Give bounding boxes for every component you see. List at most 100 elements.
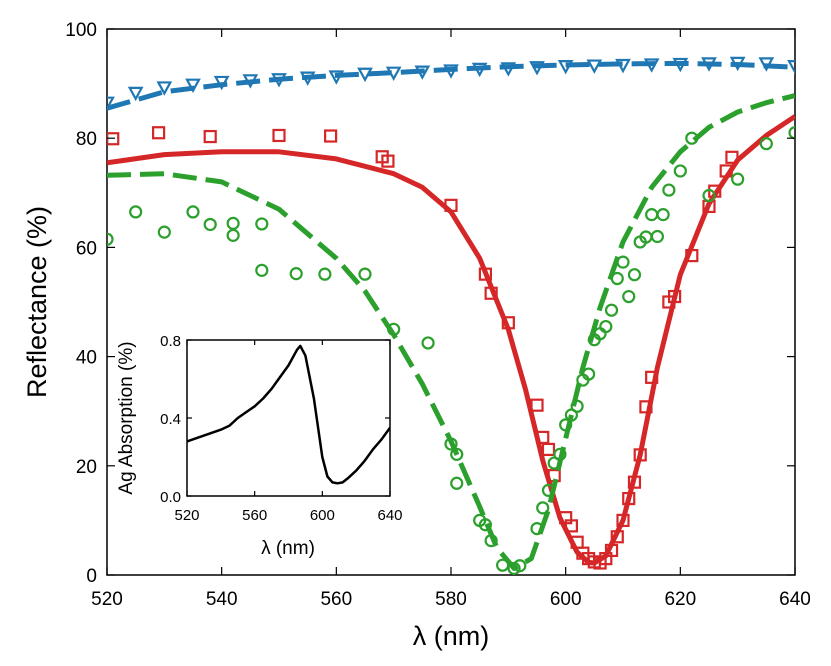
data-point-0-5-3	[186, 205, 200, 219]
data-point-0-5-7	[255, 217, 269, 231]
data-point-0-3-10	[501, 316, 515, 330]
data-point-0-5-45	[656, 208, 670, 222]
data-point-0-1-21	[701, 57, 717, 72]
data-point-0-5-20	[496, 558, 510, 572]
data-point-0-3-24	[610, 530, 624, 544]
data-point-0-1-1	[127, 86, 144, 102]
data-point-0-3-16	[564, 519, 579, 533]
data-point-0-1-11	[414, 65, 431, 80]
series-line-0-0	[107, 60, 795, 111]
x-tick-label-0-5: 620	[664, 589, 696, 610]
y-tick-label-0-5: 100	[65, 20, 97, 41]
data-point-0-3-13	[541, 442, 556, 457]
inset-x-axis-label: λ (nm)	[261, 538, 315, 559]
y-tick-label-0-2: 40	[76, 348, 97, 369]
data-point-0-5-24	[536, 501, 550, 515]
inset-y-axis-label: Ag Absorption (%)	[116, 341, 137, 494]
data-point-0-1-17	[586, 59, 603, 74]
data-point-0-1-2	[156, 81, 173, 96]
data-point-0-5-37	[610, 271, 624, 286]
data-point-0-5-6	[226, 228, 240, 242]
main-x-ticks: 520 540 560 580 600 620 640	[91, 29, 811, 610]
data-point-0-3-30	[645, 370, 659, 384]
data-point-0-5-13	[421, 336, 435, 350]
series-0-5	[107, 126, 795, 575]
y-tick-label-0-4: 80	[76, 129, 97, 150]
inset-x-ticks: 520 560 600 640	[174, 340, 403, 524]
data-point-0-5-4	[203, 217, 217, 232]
data-point-0-3-3	[272, 128, 286, 143]
data-point-0-1-22	[729, 56, 746, 72]
series-0-1	[107, 56, 795, 112]
x-tick-label-0-6: 640	[779, 589, 811, 610]
data-point-0-3-2	[203, 129, 217, 144]
data-point-0-3-7	[444, 198, 458, 212]
series-1-0	[187, 344, 390, 485]
data-point-0-5-51	[759, 137, 773, 151]
x-tick-label-1-2: 600	[310, 507, 335, 524]
data-point-0-3-9	[484, 286, 498, 300]
data-point-0-1-4	[213, 75, 230, 91]
data-point-0-3-25	[616, 513, 630, 528]
data-point-0-5-36	[604, 303, 619, 317]
main-x-axis-label: λ (nm)	[413, 621, 490, 651]
data-point-0-5-39	[622, 289, 636, 304]
data-point-0-5-15	[450, 447, 464, 461]
data-point-0-1-15	[529, 61, 545, 76]
data-point-0-5-11	[358, 267, 372, 281]
x-tick-label-0-0: 520	[91, 589, 123, 610]
data-point-0-5-9	[289, 267, 303, 281]
data-point-0-5-35	[599, 319, 613, 334]
x-tick-label-1-1: 560	[242, 507, 267, 524]
data-point-0-3-29	[639, 400, 653, 414]
data-point-0-3-8	[478, 267, 492, 281]
main-series-layer	[107, 56, 795, 575]
x-tick-label-0-4: 600	[550, 589, 582, 610]
data-point-0-5-50	[731, 172, 745, 186]
data-point-0-3-32	[667, 289, 682, 304]
series-0-4	[107, 93, 795, 571]
data-point-0-5-32	[581, 367, 596, 381]
data-point-0-5-8	[255, 263, 269, 277]
data-point-0-1-8	[328, 70, 345, 85]
y-tick-label-0-3: 60	[76, 238, 97, 259]
main-y-ticks: 0 20 40 60 80 100	[65, 20, 795, 587]
data-point-0-1-3	[185, 78, 201, 93]
data-point-0-5-10	[318, 267, 332, 281]
x-tick-label-1-3: 640	[377, 507, 402, 524]
data-point-0-1-19	[643, 58, 660, 73]
y-tick-label-0-1: 20	[76, 457, 97, 478]
series-line-1-0	[187, 344, 390, 485]
data-point-0-1-14	[500, 62, 517, 77]
data-point-0-5-23	[530, 521, 544, 536]
data-point-0-5-0	[107, 232, 114, 246]
data-point-0-1-7	[299, 71, 316, 86]
data-point-0-1-12	[443, 64, 459, 79]
data-point-0-1-18	[615, 58, 631, 74]
x-tick-label-0-1: 540	[206, 589, 238, 610]
inset-plot: 520 560 600 640 0.0 0.4 0.8 λ (nm) Ag Absorpt…	[116, 333, 403, 559]
data-point-0-1-13	[471, 62, 488, 78]
data-point-0-1-23	[758, 57, 775, 72]
y-tick-label-1-2: 0.8	[160, 333, 181, 350]
data-point-0-3-1	[152, 126, 166, 140]
data-point-0-5-28	[559, 418, 573, 432]
data-point-0-3-28	[633, 448, 647, 462]
data-point-0-1-16	[557, 60, 574, 75]
data-point-0-5-40	[627, 268, 642, 282]
data-point-0-5-18	[478, 518, 492, 532]
main-y-axis-label: Reflectance (%)	[22, 206, 52, 398]
data-point-0-1-10	[385, 66, 402, 81]
main-plot: 520 540 560 580 600 620 640 0 20 40 60 80 100 λ (nm…	[22, 20, 811, 651]
data-point-0-3-11	[530, 398, 544, 412]
data-point-0-3-37	[725, 150, 739, 164]
series-line-0-4	[107, 93, 795, 571]
data-point-0-1-24	[787, 60, 795, 75]
x-tick-label-1-0: 520	[174, 507, 199, 524]
data-point-0-5-52	[788, 126, 795, 140]
data-point-0-3-6	[381, 154, 395, 168]
data-point-0-3-27	[627, 475, 642, 489]
data-point-0-5-12	[387, 322, 401, 336]
data-point-0-5-16	[450, 476, 464, 490]
